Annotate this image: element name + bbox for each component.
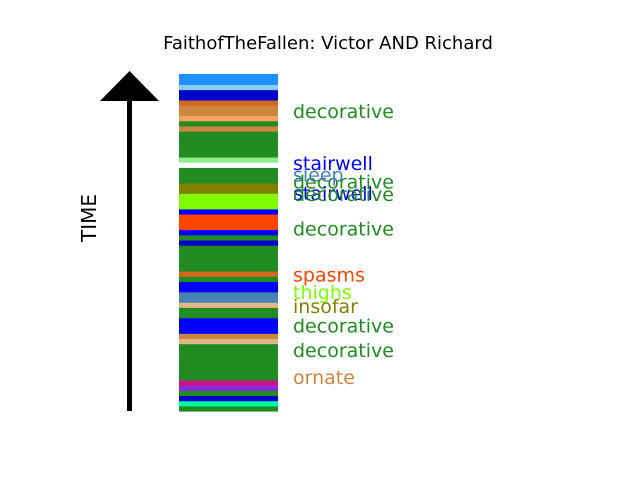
stripe-label: decorative	[293, 184, 394, 206]
stripe-label: sleep	[293, 164, 344, 186]
time-stripe	[179, 359, 278, 365]
time-stripe	[179, 151, 278, 158]
time-stripe	[179, 136, 278, 142]
time-stripe	[179, 343, 278, 350]
time-stripe	[179, 286, 278, 293]
time-stripe	[179, 405, 278, 412]
chart-title: FaithofTheFallen: Victor AND Richard	[163, 33, 493, 54]
time-arrow-head-icon	[100, 71, 159, 101]
time-stripe	[179, 250, 278, 257]
time-stripe	[179, 182, 278, 189]
stripe-label: ornate	[293, 367, 355, 389]
time-stripe	[179, 213, 278, 220]
stripe-label: decorative	[293, 340, 394, 362]
time-stripe	[179, 131, 278, 137]
time-stripe	[179, 89, 278, 96]
time-stripe	[179, 125, 278, 132]
stripe-label: decorative	[293, 219, 394, 241]
time-stripe	[179, 203, 278, 210]
stripe-label: stairwell	[293, 153, 373, 175]
time-stripe	[179, 338, 278, 345]
time-stripe	[179, 172, 278, 179]
stripe-labels: decorativestairwelldecorativesleepstairw…	[293, 101, 394, 389]
time-stripe	[179, 353, 278, 360]
time-stripe	[179, 400, 278, 407]
time-stripe	[179, 390, 278, 397]
time-stripe	[179, 307, 278, 314]
time-stripe	[179, 167, 278, 174]
time-stripe	[179, 265, 278, 272]
time-stripe	[179, 333, 278, 340]
time-stripe	[179, 115, 278, 122]
stripe-label: decorative	[293, 101, 394, 123]
time-stripe	[179, 255, 278, 262]
time-stripe	[179, 276, 278, 282]
time-stripe	[179, 141, 278, 148]
time-stripe	[179, 385, 278, 391]
time-stripe	[179, 328, 278, 334]
time-stripe	[179, 110, 278, 117]
time-stripe	[179, 177, 278, 184]
time-stripe	[179, 156, 278, 163]
y-axis-label: TIME	[77, 194, 101, 243]
time-stripe	[179, 234, 278, 241]
stripe-label: spasms	[293, 264, 365, 286]
time-stripe	[179, 198, 278, 205]
time-stripe	[179, 239, 278, 246]
time-stripe	[179, 317, 278, 324]
time-stripe	[179, 322, 278, 329]
time-stripe	[179, 224, 278, 231]
time-stripe	[179, 84, 278, 91]
time-stripe	[179, 312, 278, 319]
stripe-label: thighs	[293, 282, 352, 304]
time-stripe	[179, 120, 278, 127]
time-stripe	[179, 146, 278, 153]
time-stripe	[179, 94, 278, 101]
time-stripe	[179, 379, 278, 386]
time-stripe	[179, 260, 278, 267]
time-stripe	[179, 162, 278, 168]
time-stripe	[179, 291, 278, 298]
stripe-label: decorative	[293, 171, 394, 193]
time-stripe	[179, 374, 278, 381]
time-stripe	[179, 369, 278, 376]
time-stripe	[179, 193, 278, 200]
time-stripe	[179, 364, 278, 371]
stripe-bar	[179, 74, 278, 412]
stripe-label: insofar	[293, 296, 358, 318]
time-stripe	[179, 219, 278, 225]
time-stripe	[179, 99, 278, 106]
time-stripe	[179, 74, 278, 80]
time-stripe	[179, 188, 278, 194]
time-stripe	[179, 245, 278, 251]
time-stripe	[179, 296, 278, 303]
time-stripe	[179, 208, 278, 215]
stripe-label: stairwell	[293, 183, 373, 205]
time-stripe	[179, 271, 278, 277]
time-stripe	[179, 105, 278, 111]
stripe-label: decorative	[293, 316, 394, 338]
time-stripe	[179, 302, 278, 308]
time-stripe	[179, 79, 278, 85]
time-stripe	[179, 281, 278, 288]
time-stripe	[179, 348, 278, 355]
time-stripe	[179, 395, 278, 402]
time-stripe	[179, 229, 278, 236]
